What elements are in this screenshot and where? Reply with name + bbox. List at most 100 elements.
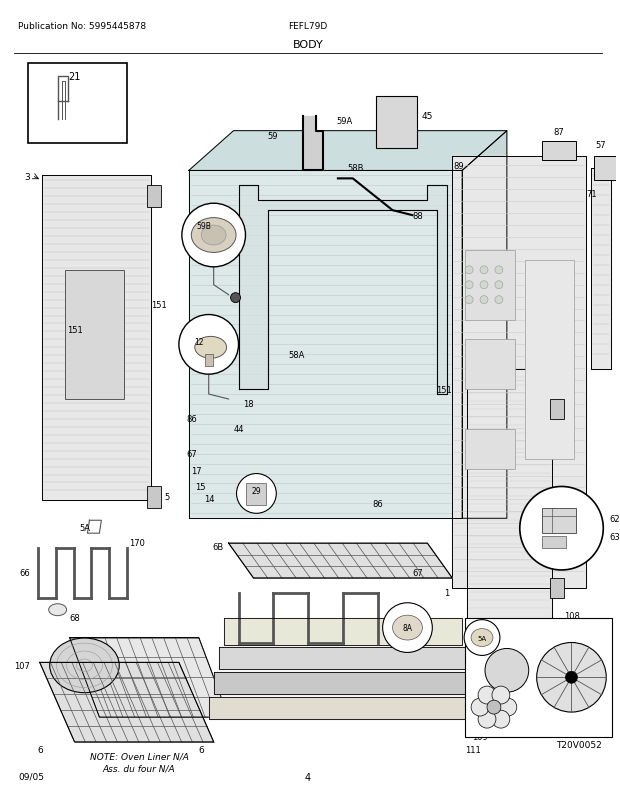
Bar xyxy=(64,270,124,399)
Text: 6B: 6B xyxy=(213,542,224,551)
Text: 5A: 5A xyxy=(477,634,487,641)
Circle shape xyxy=(179,315,239,375)
Text: 67: 67 xyxy=(412,569,423,577)
Text: 17: 17 xyxy=(191,467,202,476)
Text: 108: 108 xyxy=(565,611,580,620)
Circle shape xyxy=(495,266,503,274)
Text: 5A: 5A xyxy=(492,634,503,642)
Polygon shape xyxy=(229,544,452,578)
Text: Publication No: 5995445878: Publication No: 5995445878 xyxy=(18,22,146,31)
Text: 62: 62 xyxy=(609,514,620,523)
Text: 8A: 8A xyxy=(472,627,483,636)
Ellipse shape xyxy=(392,615,422,640)
Text: 09/05: 09/05 xyxy=(18,772,44,780)
Bar xyxy=(549,399,564,419)
Bar xyxy=(542,537,567,549)
Text: 26: 26 xyxy=(477,703,488,713)
Polygon shape xyxy=(224,618,462,646)
Circle shape xyxy=(231,294,241,303)
Text: 58A: 58A xyxy=(288,350,304,359)
Circle shape xyxy=(182,204,246,268)
Bar xyxy=(542,508,577,533)
Polygon shape xyxy=(40,662,214,742)
Circle shape xyxy=(565,671,577,683)
Text: 66: 66 xyxy=(19,569,30,577)
Circle shape xyxy=(465,282,473,290)
Circle shape xyxy=(537,642,606,712)
Circle shape xyxy=(492,687,510,704)
Circle shape xyxy=(480,266,488,274)
Circle shape xyxy=(471,699,489,716)
Bar xyxy=(247,484,267,506)
Polygon shape xyxy=(452,156,587,588)
Text: 68: 68 xyxy=(69,613,81,622)
Text: Ass. du four N/A: Ass. du four N/A xyxy=(103,764,175,773)
Bar xyxy=(465,429,515,469)
Text: 1: 1 xyxy=(444,589,449,597)
Text: 111: 111 xyxy=(465,745,481,754)
Text: 110: 110 xyxy=(532,719,547,728)
Bar xyxy=(542,141,577,161)
Text: 67: 67 xyxy=(187,450,198,459)
Circle shape xyxy=(495,296,503,304)
Bar xyxy=(549,578,564,598)
Text: FEFL79D: FEFL79D xyxy=(288,22,328,31)
Bar xyxy=(465,340,515,390)
Circle shape xyxy=(465,296,473,304)
Text: 8A: 8A xyxy=(402,623,412,632)
Bar xyxy=(147,487,161,508)
Text: 86: 86 xyxy=(373,499,383,508)
Text: 18: 18 xyxy=(244,399,254,408)
Text: 59A: 59A xyxy=(336,116,352,126)
Text: 12: 12 xyxy=(194,338,203,346)
Circle shape xyxy=(520,487,603,570)
Circle shape xyxy=(478,711,496,728)
Circle shape xyxy=(480,296,488,304)
Polygon shape xyxy=(467,370,552,618)
Bar xyxy=(595,156,619,181)
Text: 59: 59 xyxy=(268,132,278,141)
Circle shape xyxy=(499,699,517,716)
Text: 6: 6 xyxy=(38,745,43,754)
Polygon shape xyxy=(189,132,507,171)
Polygon shape xyxy=(303,116,323,171)
Polygon shape xyxy=(219,648,467,670)
Text: 5A: 5A xyxy=(79,524,91,533)
Text: NOTE: Oven Liner N/A: NOTE: Oven Liner N/A xyxy=(90,752,188,761)
Circle shape xyxy=(478,687,496,704)
Polygon shape xyxy=(462,132,507,519)
Text: 170: 170 xyxy=(129,538,145,548)
Text: T20V0052: T20V0052 xyxy=(557,740,602,749)
Bar xyxy=(28,64,127,144)
Text: 21: 21 xyxy=(68,72,81,82)
Circle shape xyxy=(487,700,501,714)
Circle shape xyxy=(383,603,432,653)
Bar xyxy=(525,261,575,459)
Polygon shape xyxy=(591,169,611,370)
Text: 71: 71 xyxy=(587,189,597,199)
Text: BODY: BODY xyxy=(293,40,324,51)
Text: 3: 3 xyxy=(446,623,452,632)
Ellipse shape xyxy=(202,226,226,245)
Polygon shape xyxy=(214,673,467,695)
Circle shape xyxy=(495,282,503,290)
Text: 86: 86 xyxy=(187,415,198,424)
Ellipse shape xyxy=(195,337,226,358)
Text: 5: 5 xyxy=(567,403,572,412)
Polygon shape xyxy=(42,176,151,500)
Text: 44: 44 xyxy=(234,425,244,434)
Polygon shape xyxy=(189,171,462,519)
Circle shape xyxy=(480,282,488,290)
Circle shape xyxy=(492,711,510,728)
Circle shape xyxy=(465,266,473,274)
Text: 29: 29 xyxy=(252,486,261,496)
Circle shape xyxy=(485,649,529,692)
Text: 109: 109 xyxy=(472,732,488,741)
Text: 14: 14 xyxy=(204,494,215,504)
Circle shape xyxy=(464,620,500,655)
Text: 170: 170 xyxy=(542,643,557,652)
Text: 42: 42 xyxy=(477,679,487,688)
Text: 59B: 59B xyxy=(197,221,211,230)
Bar xyxy=(465,250,515,320)
Circle shape xyxy=(237,474,277,513)
